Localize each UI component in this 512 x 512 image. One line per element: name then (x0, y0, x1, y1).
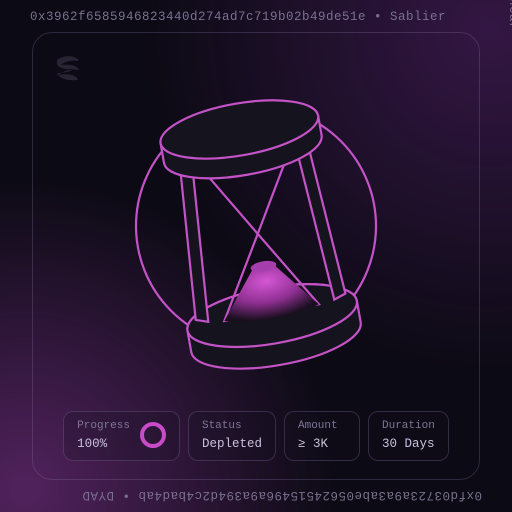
stat-progress-value: 100% (77, 438, 130, 451)
stat-amount-value: ≥ 3K (298, 438, 346, 451)
stat-duration-value: 30 Days (382, 438, 435, 451)
progress-ring-icon (140, 422, 166, 448)
frame-product-right: V2 Lockup Linear (506, 0, 512, 30)
hourglass-illustration (51, 51, 461, 397)
stat-status-value: Depleted (202, 438, 262, 451)
stat-duration-label: Duration (382, 421, 435, 432)
stats-row: Progress 100% Status Depleted Amount ≥ 3… (51, 411, 461, 462)
stat-amount-label: Amount (298, 421, 346, 432)
stat-status-label: Status (202, 421, 262, 432)
stat-amount: Amount ≥ 3K (284, 411, 360, 462)
frame-address-top: 0x3962f6585946823440d274ad7c719b02b49de5… (30, 10, 482, 24)
stat-progress-label: Progress (77, 421, 130, 432)
stat-duration: Duration 30 Days (368, 411, 449, 462)
stat-progress: Progress 100% (63, 411, 180, 462)
nft-card: Progress 100% Status Depleted Amount ≥ 3… (32, 32, 480, 480)
stat-status: Status Depleted (188, 411, 276, 462)
frame-address-bottom: 0xfd03723a9a3abe05624515496a9a394d2c4bad… (30, 488, 482, 502)
